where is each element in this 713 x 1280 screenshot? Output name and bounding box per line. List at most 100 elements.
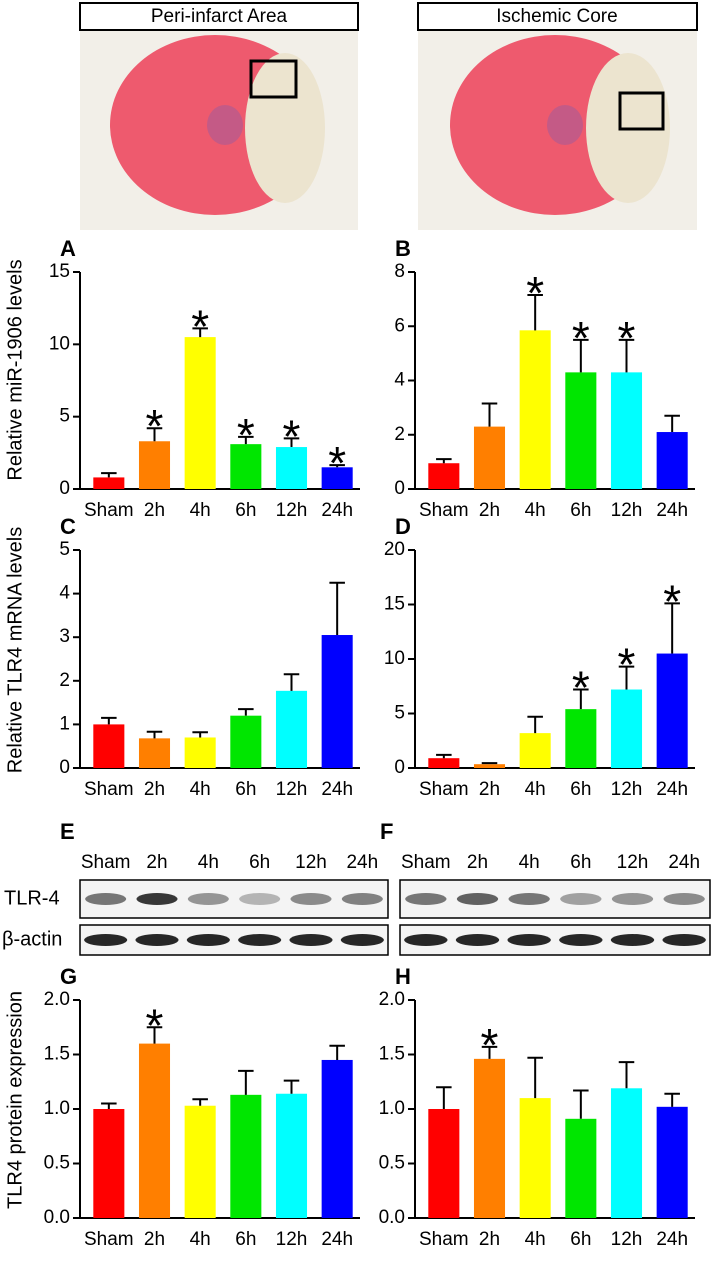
error-bar: [192, 1098, 208, 1106]
significance-marker: *: [237, 409, 255, 461]
y-tick-label: 1.5: [379, 1044, 405, 1065]
blot-band: [186, 934, 230, 946]
y-tick-label: 4: [59, 583, 70, 604]
blot-band: [135, 934, 179, 946]
brain-image: [418, 30, 697, 230]
y-tick-label: 8: [394, 261, 405, 282]
panel-letter: G: [60, 964, 77, 989]
blot-band: [239, 893, 281, 905]
x-tick-label: 2h: [479, 500, 500, 521]
error-bar: [146, 427, 163, 442]
error-bar: [101, 1102, 117, 1109]
blot-band: [456, 893, 499, 905]
bar: [275, 447, 308, 489]
blot-band: [289, 934, 333, 946]
bar: [230, 715, 262, 768]
lane-label: 2h: [467, 852, 488, 873]
error-bar: [481, 402, 498, 427]
error-bar: [101, 716, 117, 725]
bar: [610, 1088, 643, 1218]
lane-label: 2h: [146, 852, 167, 873]
y-tick-label: 4: [394, 370, 405, 391]
x-tick-label: 12h: [276, 500, 308, 521]
blot-band: [663, 893, 705, 905]
lane-label: Sham: [81, 852, 131, 873]
blot-frame: [79, 924, 389, 956]
bar: [275, 1093, 308, 1218]
bar: [656, 432, 688, 489]
y-axis-label: Relative miR-1906 levels: [4, 259, 26, 480]
bar: [565, 372, 597, 489]
label-box: [417, 2, 698, 31]
x-tick-label: 4h: [190, 500, 211, 521]
bar: [519, 1098, 551, 1218]
x-tick-label: 4h: [190, 1229, 211, 1250]
y-tick-label: 20: [384, 539, 405, 560]
y-tick-label: 15: [384, 594, 405, 615]
blot-band: [507, 934, 551, 946]
y-tick-label: 2: [59, 670, 70, 691]
bar: [610, 689, 643, 768]
x-tick-label: 2h: [479, 779, 500, 800]
bar: [321, 635, 353, 768]
x-tick-label: 6h: [570, 500, 591, 521]
y-tick-label: 1.5: [44, 1044, 70, 1065]
bar: [93, 1109, 125, 1218]
significance-marker: *: [481, 1019, 499, 1071]
x-tick-label: 12h: [611, 500, 643, 521]
blot-band: [405, 893, 447, 905]
error-bar: [146, 1026, 163, 1044]
blot-band: [662, 934, 706, 946]
bar: [656, 653, 688, 768]
bar: [93, 724, 125, 768]
blot-frame: [399, 879, 711, 919]
error-bar: [238, 1069, 254, 1095]
error-bar: [527, 294, 543, 331]
panel-letter: B: [395, 236, 411, 261]
bar: [473, 1058, 506, 1218]
y-tick-label: 1.0: [379, 1098, 405, 1119]
bar: [428, 758, 460, 768]
lane-label: 6h: [249, 852, 270, 873]
bar: [519, 330, 551, 489]
x-tick-label: 12h: [611, 779, 643, 800]
error-bar: [283, 673, 300, 691]
blot-band: [238, 934, 282, 946]
y-tick-label: 15: [49, 261, 70, 282]
x-tick-label: 24h: [321, 779, 353, 800]
error-bar: [238, 708, 254, 716]
row-label: β-actin: [2, 928, 62, 950]
y-tick-label: 1.0: [44, 1098, 70, 1119]
x-tick-label: 12h: [611, 1229, 643, 1250]
error-bar: [238, 435, 254, 445]
x-tick-label: Sham: [84, 779, 134, 800]
x-tick-label: Sham: [84, 1229, 134, 1250]
blot-band: [136, 893, 178, 905]
y-tick-label: 10: [49, 333, 70, 354]
y-tick-label: 0: [394, 757, 405, 778]
error-bar: [664, 1092, 680, 1107]
significance-marker: *: [283, 410, 301, 462]
bar: [656, 1106, 688, 1218]
error-bar: [573, 688, 589, 710]
significance-marker: *: [146, 400, 164, 452]
significance-marker: *: [618, 639, 636, 691]
panel-letter: H: [395, 964, 411, 989]
x-tick-label: 4h: [190, 779, 211, 800]
x-tick-label: Sham: [419, 1229, 469, 1250]
error-bar: [573, 1089, 589, 1119]
blot-band: [187, 893, 229, 905]
error-bar: [527, 715, 543, 734]
bar: [473, 764, 506, 768]
significance-marker: *: [146, 999, 164, 1051]
y-tick-label: 0.5: [379, 1153, 405, 1174]
y-tick-label: 0.0: [44, 1207, 70, 1228]
error-bar: [436, 753, 452, 759]
x-tick-label: 4h: [525, 1229, 546, 1250]
error-bar: [618, 1061, 635, 1089]
image-label: Ischemic Core: [496, 6, 617, 27]
panel-letter: E: [60, 819, 75, 844]
x-tick-label: 6h: [235, 500, 256, 521]
panel-letter: D: [395, 514, 411, 539]
x-tick-label: 2h: [144, 779, 165, 800]
